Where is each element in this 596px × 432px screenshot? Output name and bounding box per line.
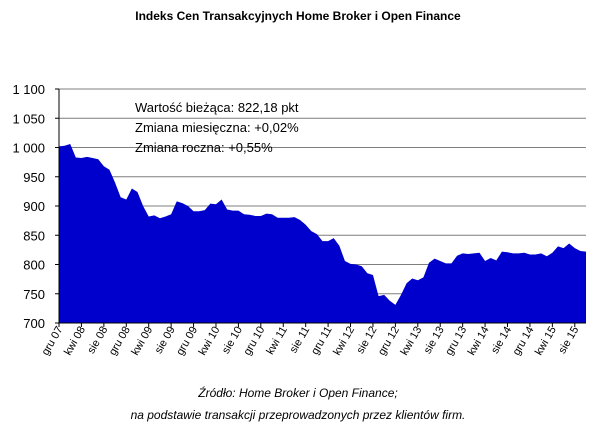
source-line-2: na podstawie transakcji przeprowadzonych… [130,408,466,422]
x-tick-label: gru 08 [107,325,133,358]
annotations: Wartość bieżąca: 822,18 pkt Zmiana miesię… [135,100,299,155]
annotation-line: Wartość bieżąca: 822,18 pkt [135,100,299,115]
x-tick-label: kwi 09 [129,325,155,358]
x-tick-label: gru 10 [241,325,267,358]
y-tick-label: 900 [23,199,45,214]
area-layer [59,143,586,323]
y-tick-label: 800 [23,258,45,273]
x-tick-label: kwi 14 [466,324,492,357]
x-tick-label: kwi 13 [398,325,424,358]
x-tick-label: gru 13 [443,325,469,358]
y-tick-labels: 700 750 800 850 900 950 1 000 1 050 1 100 [12,82,45,331]
y-tick-label: 1 000 [12,141,45,156]
annotation-line: Zmiana miesięczna: +0,02% [135,120,299,135]
x-tick-label: gru 12 [376,325,402,358]
axes [58,89,586,324]
x-tick-label: kwi 12 [331,325,357,358]
y-tick-label: 750 [23,287,45,302]
y-tick-label: 950 [23,170,45,185]
source-line-1: Źródło: Home Broker i Open Finance; [198,386,398,400]
x-tick-label: kwi 10 [197,325,223,358]
annotation-line: Zmiana roczna: +0,55% [135,140,273,155]
y-tick-label: 1 100 [12,82,45,97]
x-tick-label: kwi 15 [533,325,559,358]
y-tick-label: 700 [23,316,45,331]
x-tick-label: kwi 11 [264,325,290,357]
y-tick-label: 1 050 [12,111,45,126]
chart-title: Indeks Cen Transakcyjnych Home Broker i … [135,9,461,23]
y-tick-label: 850 [23,228,45,243]
x-tick-label: gru 09 [174,325,200,358]
x-tick-label: kwi 08 [62,325,88,358]
index-area [59,143,586,323]
x-tick-label: sie 15 [556,325,581,356]
x-tick-label: gru 14 [511,325,537,358]
